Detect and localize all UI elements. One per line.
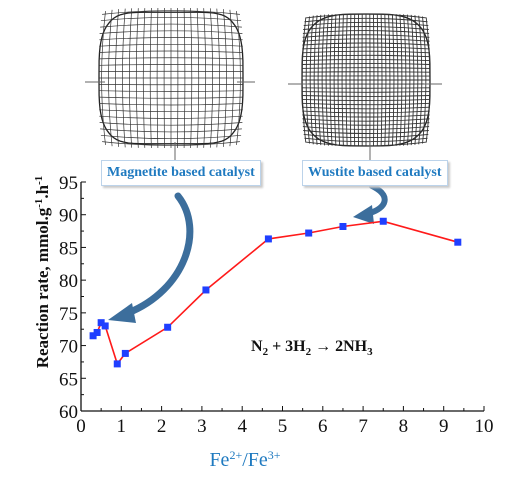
wustite-wireframe-illustration [288, 14, 442, 160]
x-tick-label: 8 [399, 416, 409, 437]
data-point-marker [114, 360, 121, 367]
x-tick-label: 2 [157, 416, 167, 437]
equation-arrow: → 2NH [311, 338, 367, 355]
data-point-marker [202, 286, 209, 293]
data-point-marker [102, 322, 109, 329]
data-point-marker [164, 324, 171, 331]
magnetite-catalyst-label: Magnetite based catalyst [101, 160, 261, 186]
x-tick-label: 6 [318, 416, 328, 437]
wustite-catalyst-label: Wustite based catalyst [302, 160, 448, 186]
axes [81, 182, 484, 411]
data-point-marker [265, 235, 272, 242]
y-tick-label: 70 [59, 337, 78, 358]
data-point-marker [339, 223, 346, 230]
x-tick-label: 7 [358, 416, 368, 437]
x-tick-label: 1 [117, 416, 127, 437]
y-tick-label: 95 [59, 173, 78, 194]
y-tick-label: 80 [59, 271, 78, 292]
wustite-arrowhead-icon [353, 205, 374, 224]
magnetite-arrowhead-icon [108, 303, 136, 323]
y-tick-label: 60 [59, 402, 78, 423]
x-tick-label: 10 [475, 416, 494, 437]
y-tick-label: 75 [59, 304, 78, 325]
equation-nh3-sub: 3 [367, 346, 373, 358]
reaction-equation: N2 + 3H2 → 2NH3 [251, 338, 373, 358]
y-tick-label: 85 [59, 238, 78, 259]
y-tick-label: 65 [59, 369, 78, 390]
equation-n2: N [251, 338, 263, 355]
x-tick-label: 5 [278, 416, 288, 437]
equation-h2: + 3H [268, 338, 306, 355]
x-tick-label: 9 [439, 416, 449, 437]
y-tick-label: 90 [59, 206, 78, 227]
x-tick-label: 4 [237, 416, 247, 437]
data-point-marker [122, 350, 129, 357]
magnetite-curved-arrow [128, 196, 190, 313]
x-tick-label: 3 [197, 416, 207, 437]
data-point-marker [380, 218, 387, 225]
data-point-marker [305, 230, 312, 237]
y-axis-label: Reaction rate, mmol.g-1.h-1 [33, 176, 52, 369]
x-axis-label: Fe2+/Fe3+ [209, 448, 280, 471]
data-point-marker [454, 239, 461, 246]
magnetite-wireframe-illustration [85, 8, 255, 162]
data-point-marker [94, 329, 101, 336]
